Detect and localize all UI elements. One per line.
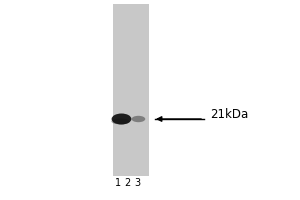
- Ellipse shape: [112, 114, 131, 124]
- Bar: [0, 4, 112, 176]
- Text: 3: 3: [134, 178, 140, 188]
- Bar: [112, 4, 148, 176]
- Text: 1: 1: [116, 178, 122, 188]
- Text: 2: 2: [124, 178, 130, 188]
- Text: 21kDa: 21kDa: [210, 108, 248, 121]
- Ellipse shape: [111, 118, 129, 124]
- Ellipse shape: [132, 116, 145, 122]
